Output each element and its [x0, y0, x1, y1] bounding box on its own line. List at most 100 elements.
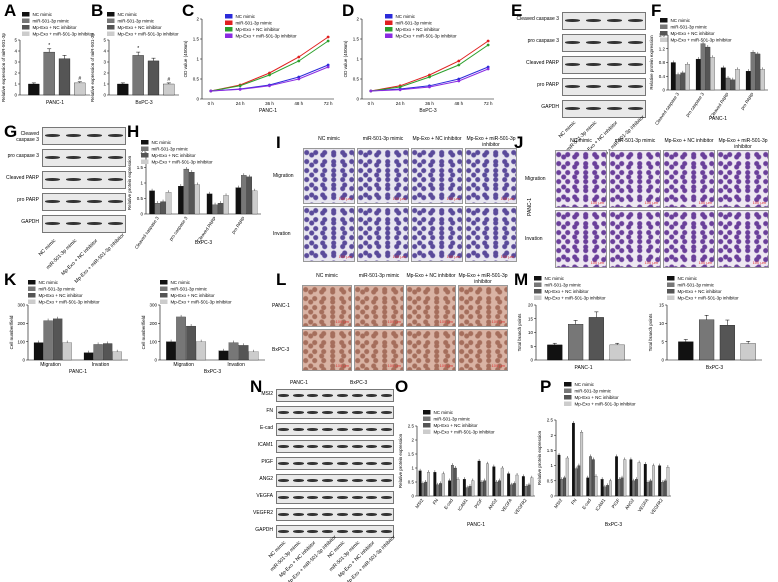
y-tick-label: 0.4	[659, 74, 666, 79]
x-tick-label: FN	[432, 498, 440, 506]
blot-band	[292, 478, 304, 482]
blot-band	[366, 393, 378, 397]
bar	[206, 193, 213, 215]
blot-band	[585, 63, 602, 66]
y-tick-label: 2.5	[547, 418, 554, 423]
significance-mark: *	[48, 43, 50, 49]
blot-header: BxPC-3	[350, 380, 368, 386]
bar	[160, 201, 166, 215]
x-axis-label: PANC-1	[69, 369, 87, 375]
blot-band	[322, 410, 334, 414]
bar	[509, 484, 513, 497]
bar	[43, 320, 53, 361]
significance-mark: #	[78, 76, 81, 82]
bar	[117, 83, 129, 96]
legend-label: Mp-Exo + miR-501-3p inhibitor	[434, 430, 496, 435]
x-tick-label: ANG2	[624, 497, 635, 510]
legend-label: miR-501-3p mimic	[545, 283, 582, 288]
bar	[163, 83, 175, 96]
bar	[565, 457, 569, 497]
blot-row-label: pro caspase 3	[7, 153, 39, 159]
scale-bar-label: 100 μm	[338, 254, 352, 259]
legend-swatch	[534, 276, 542, 281]
blot-strip	[276, 423, 394, 436]
blot-band	[307, 495, 319, 499]
x-tick-label: Migration	[173, 362, 194, 368]
legend-swatch	[660, 24, 668, 29]
scale-bar-label: 100 μm	[491, 363, 505, 368]
bar	[658, 465, 662, 497]
data-point	[238, 88, 242, 91]
legend-label: miR-501-3p mimic	[152, 147, 189, 152]
blot-band	[564, 85, 581, 88]
micrograph-image: 100 μm	[302, 285, 352, 327]
y-tick-label: 20	[528, 303, 534, 308]
bar	[495, 481, 499, 497]
blot-band	[86, 156, 103, 159]
blot-band	[381, 393, 393, 397]
x-tick-label: 36 h	[265, 101, 274, 106]
blot-band	[351, 393, 363, 397]
legend-label: Mp-Exo + NC inhibitor	[545, 289, 590, 294]
x-tick-label: MSI2	[414, 497, 424, 509]
panel-label-O: O	[395, 377, 409, 396]
y-tick-label: 2	[103, 71, 106, 76]
scale-bar-label: 100 μm	[387, 319, 401, 324]
bar	[507, 473, 511, 497]
blot-band	[336, 478, 348, 482]
bar	[557, 454, 561, 497]
bar	[58, 58, 71, 96]
y-tick-label: 2	[140, 150, 143, 155]
blot-band	[307, 427, 319, 431]
micrograph-image: 100 μm	[609, 210, 661, 268]
micrograph-column-label: NC mimic	[316, 273, 338, 279]
blot-row-label: GAPDH	[255, 526, 273, 533]
data-point	[428, 73, 431, 77]
bar	[695, 58, 701, 91]
bar	[52, 318, 63, 361]
blot-band	[107, 200, 124, 203]
significance-mark: *	[137, 46, 139, 52]
x-tick-label: 36 h	[425, 101, 434, 106]
blot-strip	[42, 149, 126, 167]
y-tick-label: 1	[356, 57, 359, 62]
chart-d: 0 0.5 1 1.5 2 OD value (450nm) 0 h 24 h 36 h 48 h…	[343, 14, 494, 114]
legend-label: Mp-Exo + NC inhibitor	[575, 395, 620, 400]
y-tick-label: 1	[411, 466, 414, 471]
blot-strip	[276, 525, 394, 538]
legend-label: miR-501-3p mimic	[236, 21, 273, 26]
bar	[563, 477, 566, 497]
y-tick-label: 5	[530, 344, 533, 349]
micrograph-image: 100 μm	[354, 329, 404, 371]
bar	[735, 69, 740, 91]
y-tick-label: 10	[659, 321, 665, 326]
y-tick-label: 2	[550, 433, 553, 438]
blot-band	[606, 19, 623, 22]
bar	[568, 324, 584, 361]
blot-row-label: E-cad	[259, 424, 273, 431]
legend-swatch	[385, 20, 393, 25]
micrograph-image: 100 μm	[406, 329, 456, 371]
blot-band	[585, 19, 602, 22]
legend-label: miR-501-3p mimic	[575, 389, 612, 394]
micrograph-row-label: Invation	[273, 231, 291, 237]
bar	[643, 463, 647, 497]
bar	[547, 344, 563, 361]
legend-label: miR-501-3p mimic	[118, 19, 155, 24]
data-point	[457, 59, 461, 63]
micrograph-image: 100 μm	[354, 285, 404, 327]
legend-label: NC mimic	[152, 140, 172, 145]
x-tick-label: 72 h	[324, 101, 333, 106]
data-point	[428, 85, 431, 89]
bar	[666, 467, 670, 497]
blot-band	[381, 410, 393, 414]
legend-swatch	[107, 12, 115, 17]
blot-band	[277, 512, 289, 516]
x-tick-label: VEGFA	[500, 498, 513, 513]
y-tick-label: 4	[103, 49, 106, 54]
y-tick-label: 1	[103, 82, 106, 87]
micrograph-image: 100 μm	[555, 150, 607, 208]
blot-band	[366, 410, 378, 414]
micrograph-image: 100 μm	[609, 150, 661, 208]
bar	[560, 479, 564, 497]
